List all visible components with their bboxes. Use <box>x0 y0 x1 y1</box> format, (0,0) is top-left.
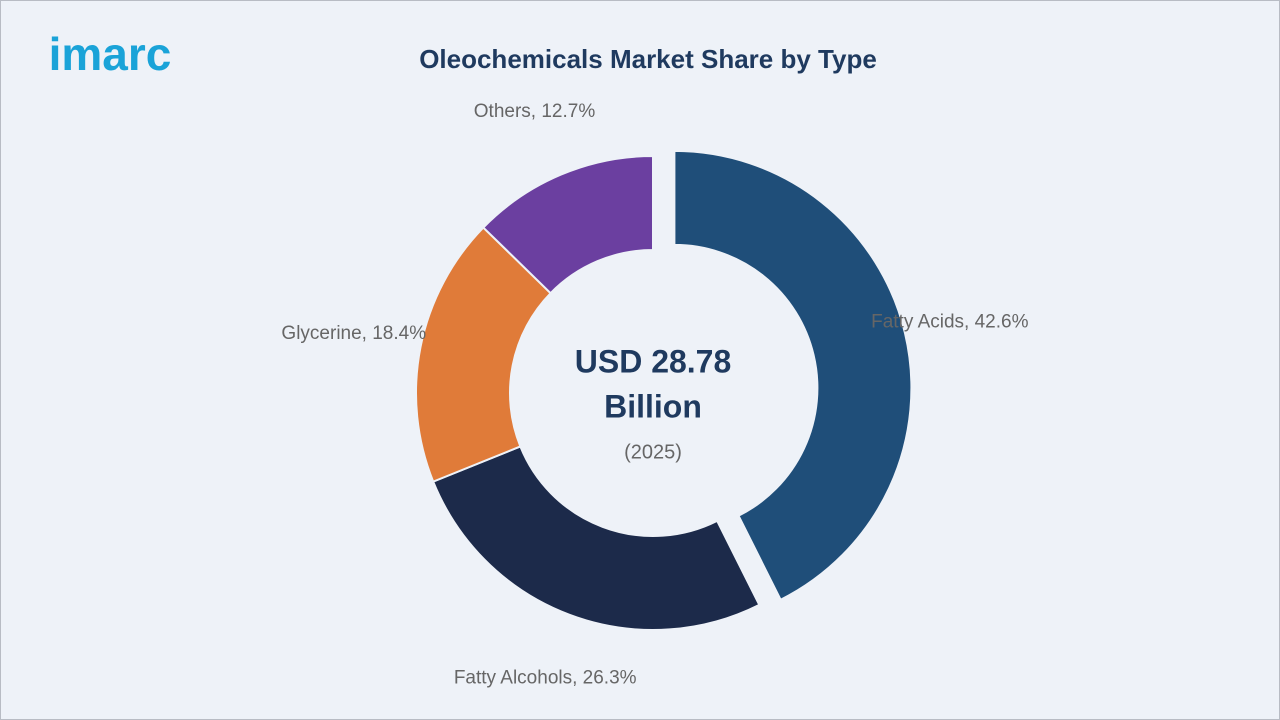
data-label: Fatty Acids, 42.6% <box>871 312 1028 333</box>
donut-slice <box>431 445 761 631</box>
center-subtext: (2025) <box>624 441 682 463</box>
donut-slice <box>481 154 654 295</box>
data-label: Fatty Alcohols, 26.3% <box>454 667 637 688</box>
donut-slice <box>673 149 913 602</box>
center-text: USD 28.78 <box>575 343 732 379</box>
logo: imarc <box>49 28 172 80</box>
center-text: Billion <box>604 388 702 424</box>
data-label: Glycerine, 18.4% <box>281 323 426 344</box>
data-label: Others, 12.7% <box>474 101 596 122</box>
chart-title: Oleochemicals Market Share by Type <box>419 44 877 74</box>
donut-slice <box>415 226 553 483</box>
